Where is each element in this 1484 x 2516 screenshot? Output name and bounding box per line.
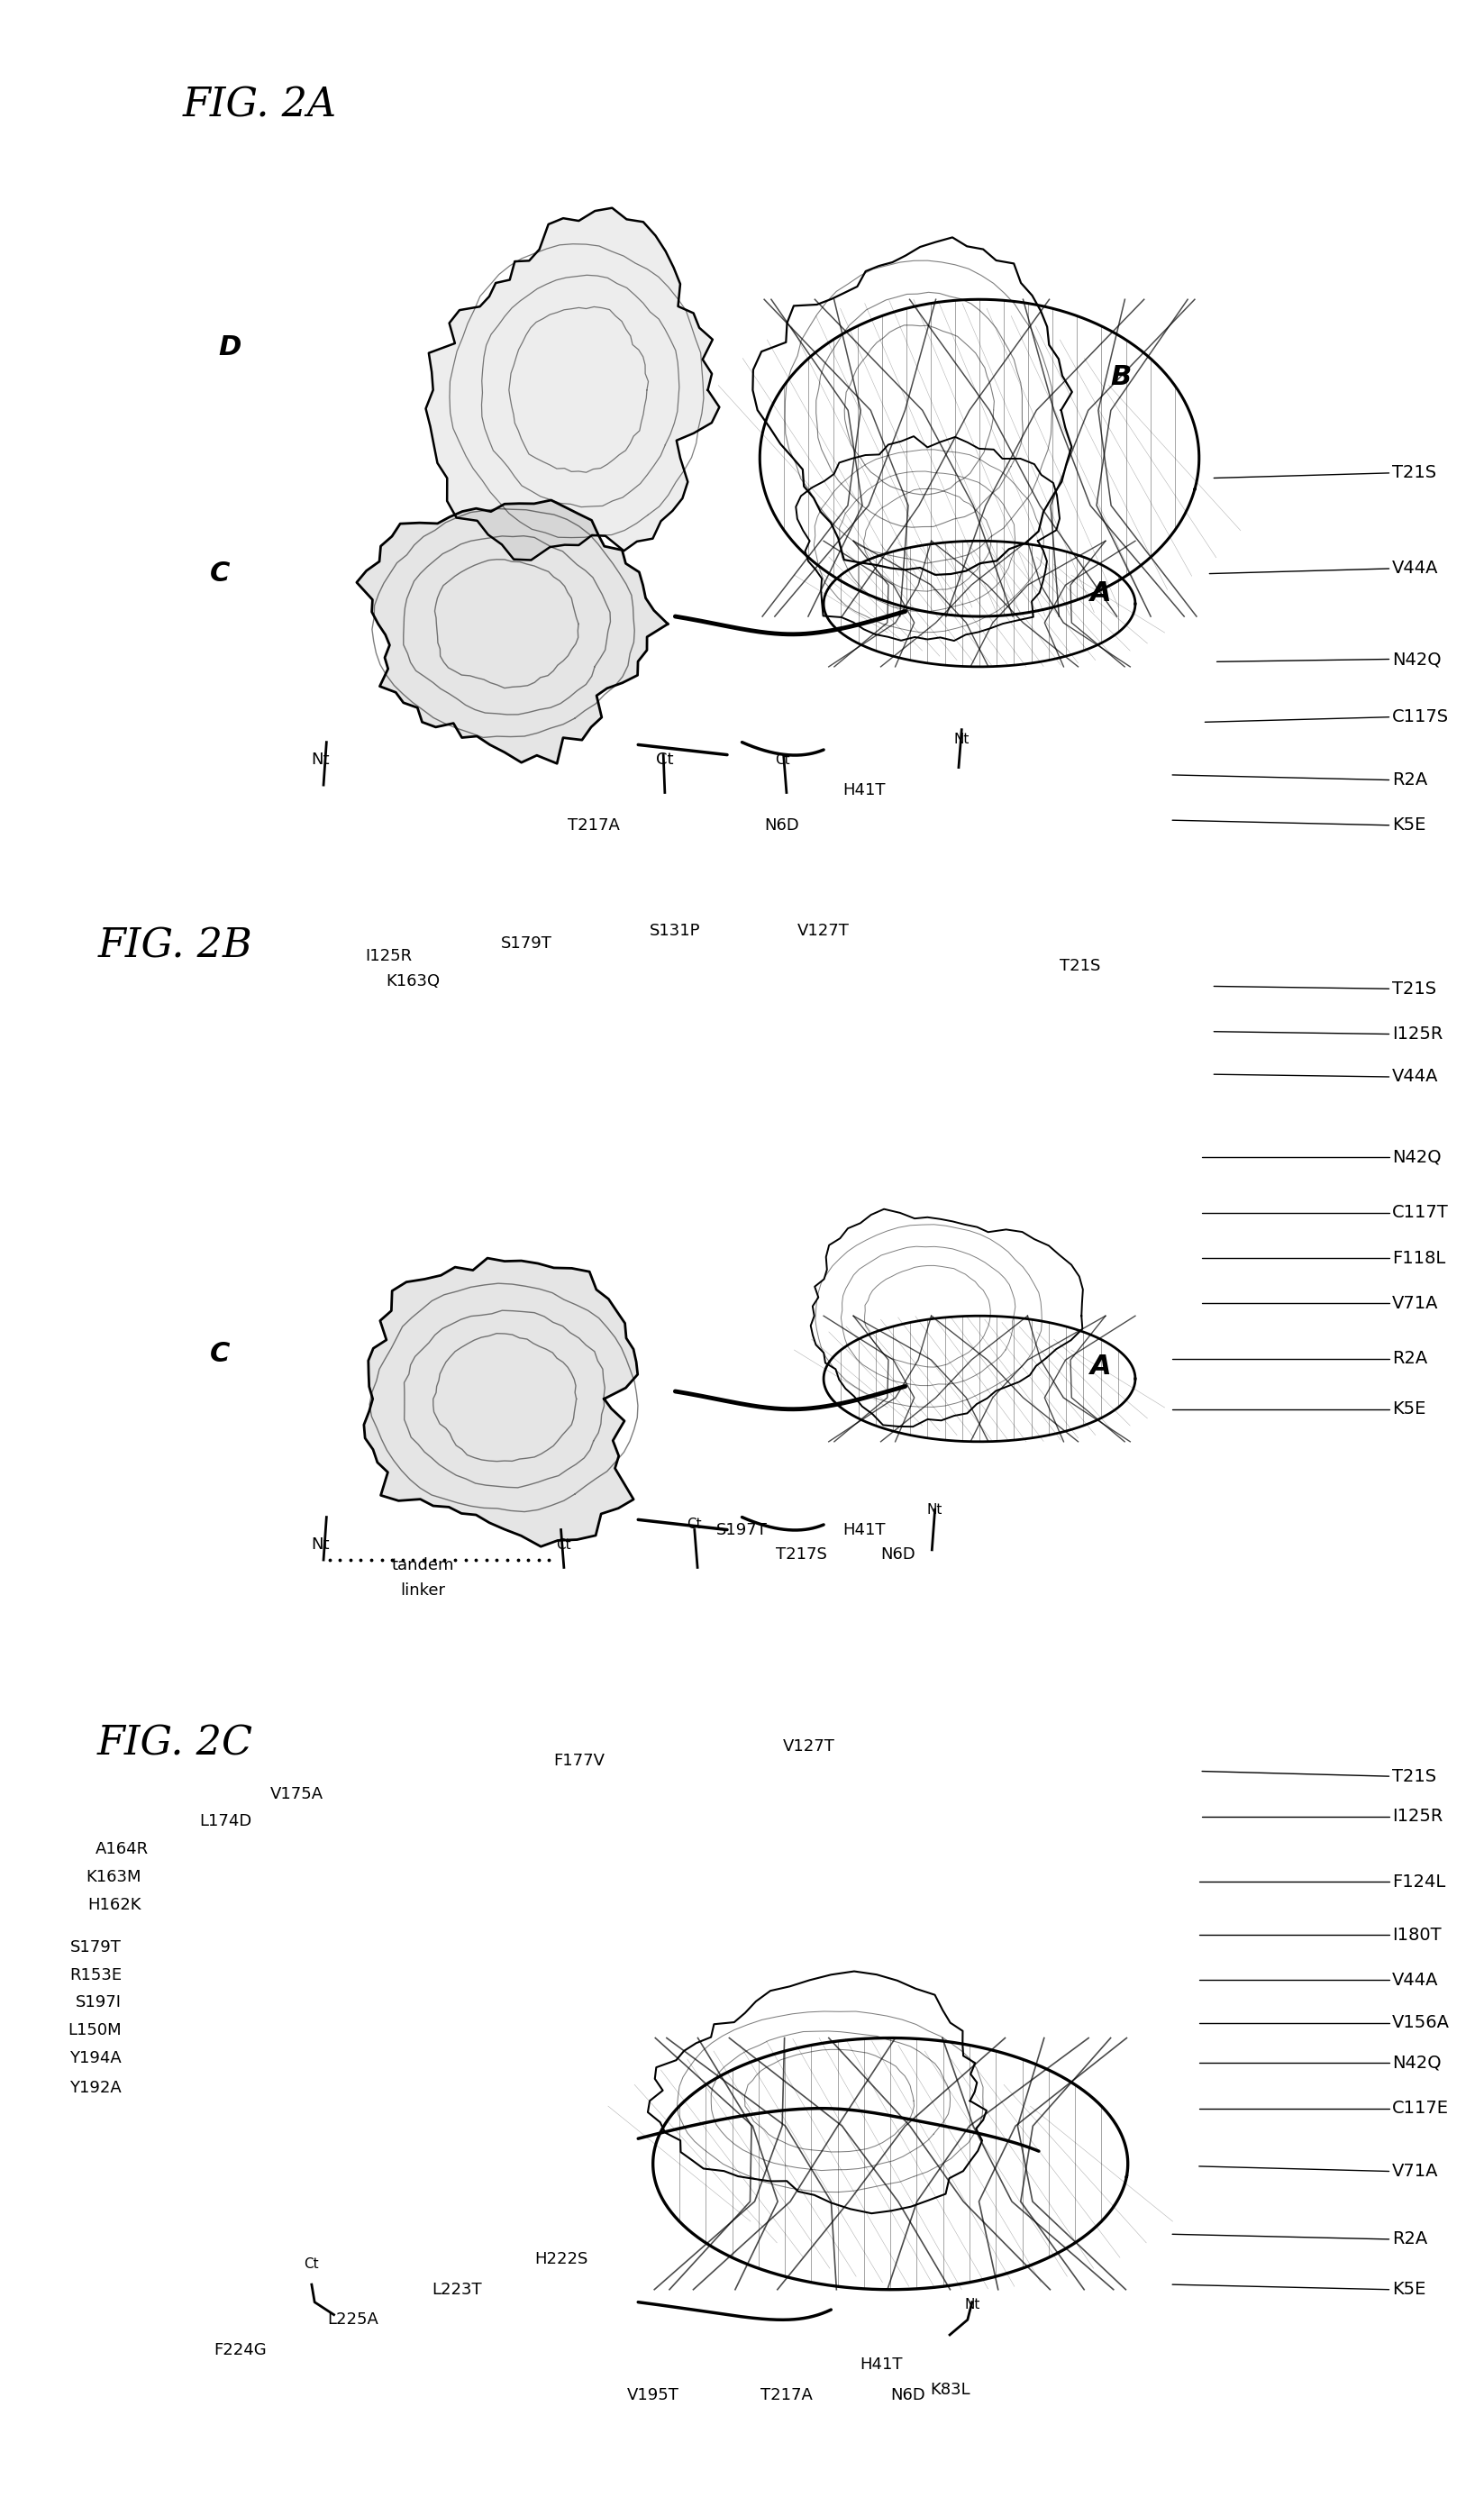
Text: F224G: F224G	[214, 2342, 267, 2357]
Text: B: B	[1110, 365, 1131, 390]
Text: L225A: L225A	[328, 2312, 378, 2327]
Text: F124L: F124L	[1392, 1874, 1445, 1890]
Text: FIG. 2B: FIG. 2B	[98, 926, 252, 966]
Text: R153E: R153E	[70, 1968, 122, 1983]
Text: Ct: Ct	[775, 752, 789, 767]
Text: C117S: C117S	[1392, 710, 1448, 725]
Text: V127T: V127T	[797, 923, 850, 938]
Text: Nt: Nt	[312, 752, 329, 767]
Text: C: C	[209, 561, 230, 586]
Text: K163Q: K163Q	[386, 974, 439, 989]
Text: V156A: V156A	[1392, 2015, 1450, 2030]
Text: R2A: R2A	[1392, 1351, 1428, 1366]
Text: S179T: S179T	[502, 936, 552, 951]
Text: T217A: T217A	[760, 2388, 813, 2403]
Text: L150M: L150M	[68, 2023, 122, 2038]
Text: A164R: A164R	[95, 1842, 148, 1857]
Text: N42Q: N42Q	[1392, 2056, 1441, 2071]
Text: H41T: H41T	[843, 1522, 884, 1537]
Text: V175A: V175A	[270, 1786, 324, 1801]
Text: H41T: H41T	[843, 782, 884, 798]
Text: H222S: H222S	[534, 2252, 588, 2267]
Text: T217A: T217A	[567, 818, 620, 833]
Polygon shape	[364, 1258, 638, 1547]
Text: A: A	[1091, 1354, 1112, 1379]
Text: R2A: R2A	[1392, 2232, 1428, 2247]
Text: V44A: V44A	[1392, 1973, 1438, 1988]
Text: K163M: K163M	[86, 1869, 141, 1884]
Text: tandem: tandem	[392, 1557, 454, 1572]
Text: N42Q: N42Q	[1392, 652, 1441, 667]
Text: Nt: Nt	[928, 1502, 942, 1517]
Text: H162K: H162K	[88, 1897, 141, 1912]
Text: Y192A: Y192A	[70, 2081, 122, 2096]
Text: F118L: F118L	[1392, 1250, 1445, 1266]
Text: T21S: T21S	[1392, 1769, 1437, 1784]
Text: I180T: I180T	[1392, 1927, 1441, 1942]
Text: linker: linker	[401, 1583, 445, 1598]
Text: I125R: I125R	[1392, 1809, 1442, 1824]
Text: N42Q: N42Q	[1392, 1150, 1441, 1165]
Text: H41T: H41T	[861, 2357, 902, 2373]
Text: K83L: K83L	[929, 2383, 971, 2398]
Text: V127T: V127T	[782, 1739, 835, 1754]
Text: Ct: Ct	[556, 1537, 571, 1552]
Text: V44A: V44A	[1392, 1069, 1438, 1084]
Text: Ct: Ct	[304, 2257, 319, 2272]
Text: D: D	[218, 335, 242, 360]
Text: T21S: T21S	[1392, 981, 1437, 996]
Text: N6D: N6D	[880, 1547, 916, 1562]
Text: F177V: F177V	[554, 1754, 604, 1769]
Text: Y194A: Y194A	[70, 2051, 122, 2066]
Text: C: C	[209, 1341, 230, 1366]
Text: C117E: C117E	[1392, 2101, 1448, 2116]
Text: S197T: S197T	[717, 1522, 767, 1537]
Text: V195T: V195T	[626, 2388, 680, 2403]
Text: N6D: N6D	[890, 2388, 926, 2403]
Text: I125R: I125R	[1392, 1027, 1442, 1042]
Text: T21S: T21S	[1392, 465, 1437, 481]
Text: L223T: L223T	[432, 2282, 482, 2297]
Text: L174D: L174D	[200, 1814, 252, 1829]
Text: Ct: Ct	[656, 752, 674, 767]
Text: A: A	[1091, 581, 1112, 606]
Polygon shape	[356, 501, 668, 762]
Text: Ct: Ct	[687, 1517, 702, 1532]
Text: Nt: Nt	[965, 2297, 979, 2312]
Text: V71A: V71A	[1392, 1296, 1438, 1311]
Text: Nt: Nt	[954, 732, 969, 747]
Text: K5E: K5E	[1392, 2282, 1426, 2297]
Text: I125R: I125R	[365, 949, 413, 964]
Text: T21S: T21S	[1060, 959, 1101, 974]
Text: K5E: K5E	[1392, 1401, 1426, 1417]
Text: V44A: V44A	[1392, 561, 1438, 576]
Text: V71A: V71A	[1392, 2164, 1438, 2179]
Text: N6D: N6D	[764, 818, 800, 833]
Text: FIG. 2C: FIG. 2C	[96, 1723, 254, 1764]
Text: S179T: S179T	[70, 1940, 122, 1955]
Text: K5E: K5E	[1392, 818, 1426, 833]
Text: S197I: S197I	[76, 1995, 122, 2010]
Text: C117T: C117T	[1392, 1205, 1448, 1220]
Text: R2A: R2A	[1392, 772, 1428, 788]
Text: FIG. 2A: FIG. 2A	[183, 86, 337, 126]
Text: Nt: Nt	[312, 1537, 329, 1552]
Text: S131P: S131P	[650, 923, 700, 938]
Polygon shape	[426, 209, 720, 561]
Text: T217S: T217S	[776, 1547, 827, 1562]
